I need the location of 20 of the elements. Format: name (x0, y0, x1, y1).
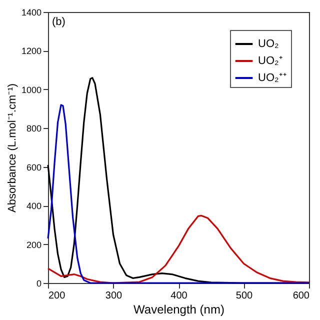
x-tick-label: 400 (170, 290, 188, 302)
y-axis-title: Absorbance (L.mol⁻¹.cm⁻¹) (6, 83, 18, 213)
legend-label: UO₂ (258, 38, 279, 50)
y-tick-label: 400 (26, 201, 42, 212)
y-tick-label: 0 (36, 278, 42, 288)
y-tick-label: 1000 (21, 84, 42, 95)
y-tick-label: 1200 (21, 46, 42, 56)
line-series (47, 214, 310, 284)
annotation: (b) (52, 16, 66, 28)
y-tick-label: 800 (26, 124, 42, 134)
x-tick-label: 300 (105, 290, 123, 302)
y-tick-label: 1400 (21, 8, 42, 18)
legend-label: UO₂⁺ (258, 55, 283, 67)
x-axis-title: Wavelength (nm) (134, 302, 224, 316)
x-tick-label: 600 (292, 290, 310, 302)
y-tick-label: 200 (26, 240, 42, 250)
x-tick-label: 200 (48, 290, 66, 302)
x-tick-label: 500 (236, 290, 254, 302)
y-tick-label: 600 (26, 162, 42, 172)
legend-label: UO₂⁺⁺ (258, 72, 287, 84)
